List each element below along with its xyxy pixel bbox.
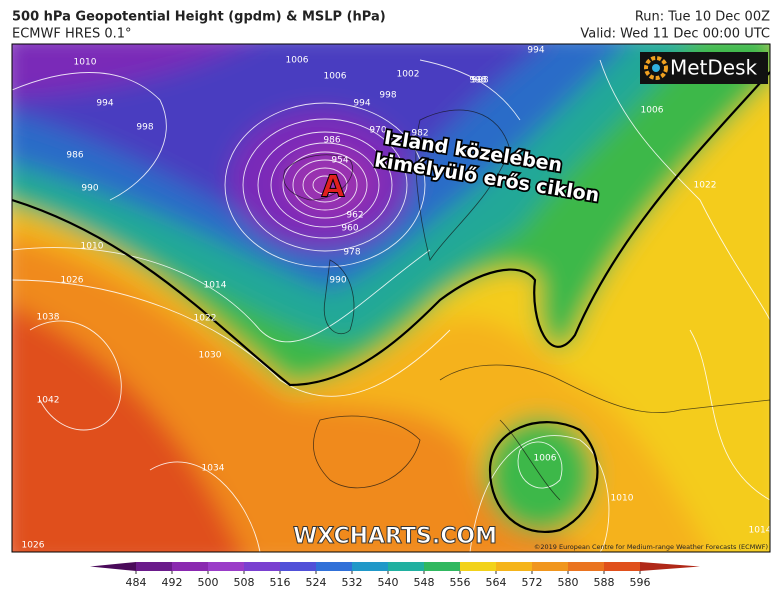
colorbar-tick-label: 564	[486, 576, 507, 589]
colorbar-segment	[244, 562, 281, 571]
colorbar-segment	[136, 562, 173, 571]
isobar-label: 962	[383, 138, 400, 148]
watermark: WXCHARTS.COM	[293, 524, 497, 549]
run-time: Run: Tue 10 Dec 00Z	[635, 10, 770, 25]
isobar-label: 1006	[641, 106, 664, 116]
isobar-label: 1006	[286, 56, 309, 66]
isobar-label: 998	[469, 76, 486, 86]
colorbar-segment	[352, 562, 389, 571]
colorbar-segment	[280, 562, 317, 571]
colorbar-tick-label: 548	[414, 576, 435, 589]
colorbar-tick-label: 508	[234, 576, 255, 589]
colorbar-tick-label: 484	[126, 576, 147, 589]
colorbar-segment	[568, 562, 605, 571]
isobar-label: 1042	[37, 396, 60, 406]
colorbar: 484 492 500 508 516 524 532 540 548 556 564 572 580 5…	[90, 562, 700, 589]
colorbar-segment	[640, 562, 700, 571]
colorbar-tick-label: 596	[630, 576, 651, 589]
colorbar-tick-label: 580	[558, 576, 579, 589]
isobar-label: 986	[323, 136, 340, 146]
colorbar-segment	[532, 562, 569, 571]
colorbar-segment	[208, 562, 245, 571]
colorbar-tick-label: 588	[594, 576, 615, 589]
colorbar-tick-label: 492	[162, 576, 183, 589]
colorbar-segment	[604, 562, 641, 571]
isobar-label: 998	[136, 123, 153, 133]
colorbar-segment	[388, 562, 425, 571]
isobar-label: 1034	[202, 464, 225, 474]
colorbar-tick-label: 572	[522, 576, 543, 589]
colorbar-segment	[496, 562, 533, 571]
isobars	[12, 59, 770, 552]
isobar-label: 1010	[74, 58, 97, 68]
colorbar-tick-label: 516	[270, 576, 291, 589]
isobar-labels: 1010 1006 1002 998 994 998 994 1006 1006 994 998 98…	[22, 46, 772, 551]
isobar-label: 970	[369, 126, 386, 136]
logo: MetDesk	[640, 52, 768, 84]
isobar-label: 1030	[199, 351, 222, 361]
isobar-label: 994	[96, 99, 113, 109]
logo-text: MetDesk	[670, 56, 758, 80]
isobar-label: 1026	[61, 276, 84, 286]
map: 1010 1006 1002 998 994 998 994 1006 1006 994 998 98…	[12, 44, 772, 552]
isobar-label: 998	[471, 76, 488, 86]
low-marker: A	[321, 170, 345, 205]
isobar-label: 1010	[611, 494, 634, 504]
isobar-label: 1022	[194, 314, 217, 324]
contour-552	[12, 71, 770, 387]
colorbar-tick-label: 556	[450, 576, 471, 589]
isobar-label: 960	[341, 224, 358, 234]
model: ECMWF HRES 0.1°	[12, 27, 132, 42]
isobar-label: 990	[329, 276, 346, 286]
colorbar-segment	[316, 562, 353, 571]
isobar-label: 1014	[204, 281, 227, 291]
valid-time: Valid: Wed 11 Dec 00:00 UTC	[580, 27, 770, 42]
coastlines	[283, 109, 770, 501]
isobar-label: 994	[527, 46, 544, 56]
colorbar-tick-label: 524	[306, 576, 327, 589]
isobar-label: 1002	[397, 70, 420, 80]
isobar-label: 1006	[534, 454, 557, 464]
isobar-label: 1022	[694, 181, 717, 191]
isobar-label: 994	[353, 99, 370, 109]
colorbar-tick-label: 540	[378, 576, 399, 589]
isobar-label: 1006	[324, 72, 347, 82]
isobar-label: 990	[81, 184, 98, 194]
isobar-label: 1038	[37, 313, 60, 323]
colorbar-segment	[460, 562, 497, 571]
title: 500 hPa Geopotential Height (gpdm) & MSL…	[12, 10, 386, 25]
isobar-label: 1014	[749, 526, 772, 536]
colorbar-segment	[172, 562, 209, 571]
isobar-label: 1026	[22, 541, 45, 551]
height-field	[12, 44, 770, 552]
isobar-label: 954	[331, 156, 348, 166]
isobar-label: 982	[411, 129, 428, 139]
isobar-label: 978	[343, 248, 360, 258]
map-frame	[11, 43, 771, 553]
isobar-label: 962	[346, 211, 363, 221]
colorbar-segment	[90, 562, 136, 571]
copyright: ©2019 European Centre for Medium-range W…	[534, 543, 768, 551]
colorbar-segment	[424, 562, 461, 571]
isobar-label: 998	[379, 91, 396, 101]
isobar-label: 1010	[81, 242, 104, 252]
contour-552	[488, 421, 599, 533]
colorbar-tick-label: 500	[198, 576, 219, 589]
colorbar-tick-label: 532	[342, 576, 363, 589]
isobar-label: 986	[66, 151, 83, 161]
